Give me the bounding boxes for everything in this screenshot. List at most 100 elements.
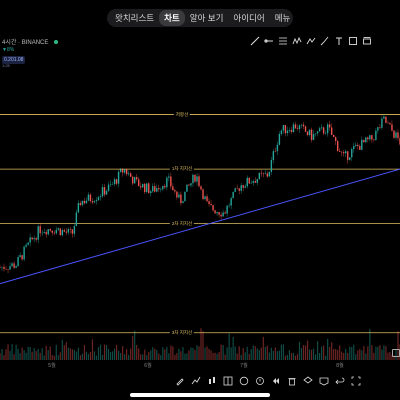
volume-bar [306,340,309,360]
volume-bar [67,347,69,360]
volume-bar [111,351,114,360]
fib-icon[interactable] [278,36,288,46]
text-icon[interactable] [334,36,344,46]
horizontal-ray-icon[interactable] [264,36,274,46]
volume-bar [190,347,192,360]
alert-icon[interactable] [255,376,265,386]
compare-icon[interactable] [223,376,233,386]
delete-icon[interactable] [287,376,297,386]
trendline[interactable] [0,168,400,285]
volume-bar [357,350,359,360]
tab-ideas[interactable]: 아이디어 [233,13,265,23]
volume-bar [69,348,71,360]
candle-body [97,197,100,201]
candle-body [244,186,246,188]
volume-bar [343,352,345,360]
volume-bar [188,350,190,360]
auto-scale-icon[interactable] [392,349,400,357]
volume-bar [162,347,164,360]
candle-body [49,229,51,231]
volume-bar [337,349,339,360]
candle-body [123,169,126,173]
volume-bar [300,347,303,360]
candle-body [103,187,106,195]
volume-bar [270,347,272,360]
volume-bar [383,345,385,360]
candle-body [330,127,333,135]
volume-bar [381,349,383,360]
candle-body [95,200,98,202]
candle-body [389,123,391,125]
volume-bar [136,345,138,360]
volume-bar [373,352,375,360]
volume-bar [220,344,222,360]
candle-body [334,137,337,142]
object-tree-icon[interactable] [319,376,329,386]
undo-icon[interactable] [335,376,345,386]
volume-bar [144,349,146,360]
fullscreen-icon[interactable] [351,376,361,386]
candle-body [117,171,120,184]
line-tool-icon[interactable] [250,36,260,46]
candle-body [107,184,110,191]
candle-body [375,130,377,141]
volume-bar [105,344,108,360]
candle-body [152,186,154,192]
trendline-segment[interactable] [0,168,400,285]
candle-body [178,194,180,198]
tab-chart[interactable]: 차트 [159,10,185,26]
tab-watchlist[interactable]: 왓치리스트 [115,13,155,23]
candle-body [395,132,397,138]
volume-bar [341,351,343,360]
volume-bar [367,346,369,360]
candle-body [154,186,156,192]
volume-bar [25,352,27,360]
candle-body [260,172,263,174]
projection-icon[interactable] [306,36,316,46]
candle-body [71,229,74,234]
volume-bar [393,355,395,360]
replay-icon[interactable] [271,376,281,386]
pencil-icon[interactable] [175,376,185,386]
volume-bar [150,350,152,360]
candle-body [176,191,178,198]
candle-body [35,238,37,240]
candle-body [119,169,122,172]
symbol-header[interactable]: 4시간 · BINANCE [2,37,59,46]
shape-icon[interactable] [348,36,358,46]
volume-bar [43,355,45,360]
volume-bar [138,348,140,360]
candle-body [214,210,216,214]
candle-body [210,203,212,206]
volume-bar [57,355,59,360]
tab-menu[interactable]: 메뉴 [274,13,291,23]
volume-bar [73,349,75,360]
chart-type-icon[interactable] [207,376,217,386]
candle-body [37,226,39,240]
tab-explore[interactable]: 알아 보기 [189,13,224,23]
volume-bar [284,355,287,360]
candle-body [63,230,66,232]
candle-body [377,127,379,131]
indicators-icon[interactable] [191,376,201,386]
price-chart[interactable] [0,60,400,360]
volume-bar [59,352,61,360]
volume-bar [194,349,196,360]
candle-body [188,184,190,186]
range-icon[interactable] [362,36,372,46]
drawing-toolbar [250,34,400,48]
candle-body [202,189,204,200]
volume-bar [250,349,252,360]
pattern-icon[interactable] [292,36,302,46]
volume-bar [83,345,86,360]
volume-bar [347,353,349,360]
brush-icon[interactable] [320,36,330,46]
layers-icon[interactable] [303,376,313,386]
candle-body [55,229,57,234]
volume-bar [218,352,220,360]
emoji-icon[interactable] [239,376,249,386]
volume-bar [0,353,1,360]
volume-bar [304,345,307,360]
candle-body [397,132,399,139]
candle-body [310,129,313,140]
